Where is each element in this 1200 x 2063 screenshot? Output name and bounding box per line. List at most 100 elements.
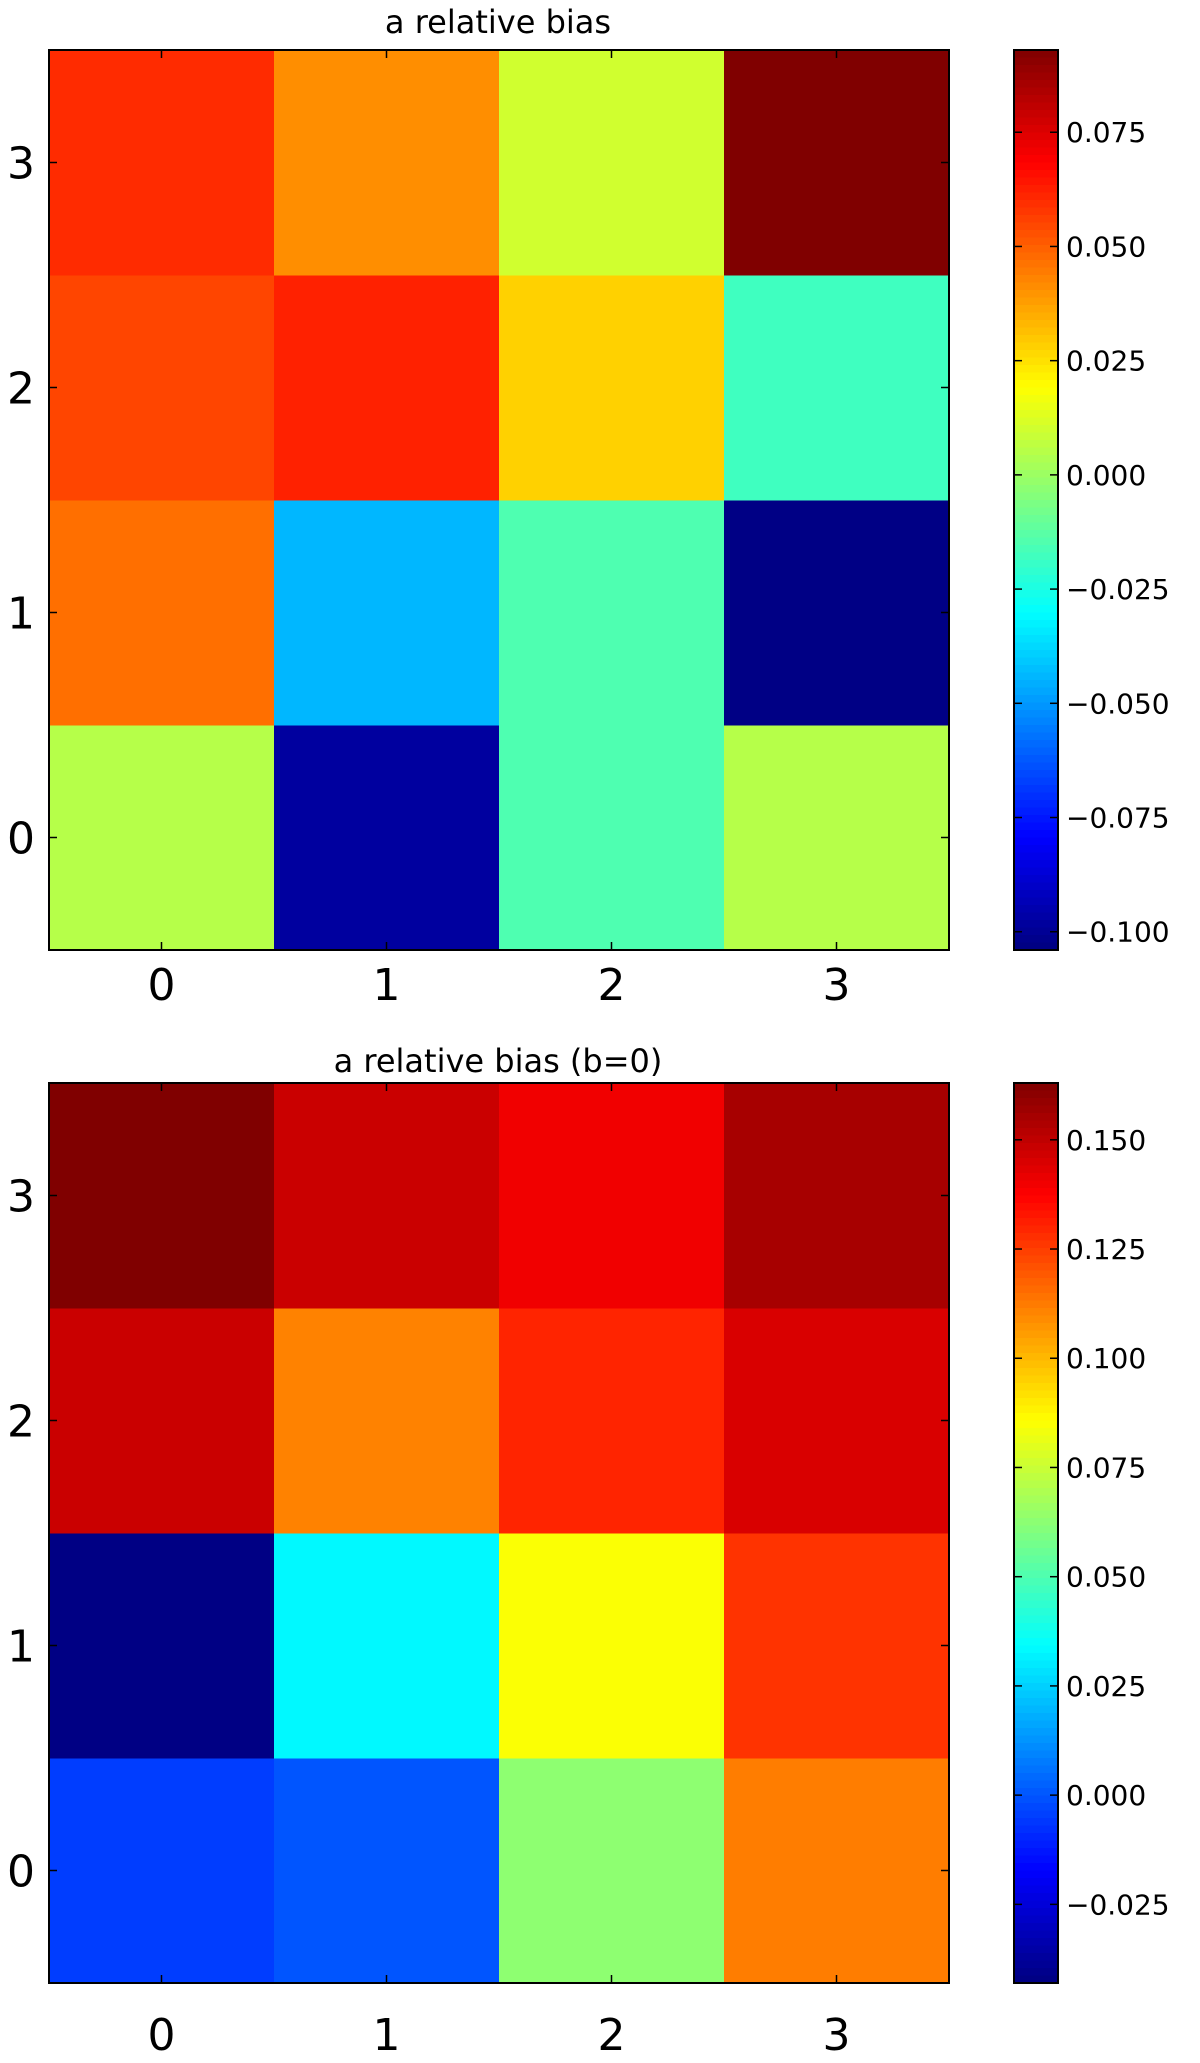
heatmap-cell [499,1308,725,1534]
colorbar-strip [1014,327,1058,336]
colorbar-strip [1014,1593,1058,1602]
heatmap-cells [49,50,950,951]
colorbar-strip [1014,1960,1058,1969]
colorbar-strip [1014,110,1058,119]
colorbar-strip [1014,1548,1058,1557]
colorbar-strip [1014,1173,1058,1182]
colorbar-strip [1014,1780,1058,1789]
colorbar-strip [1014,290,1058,299]
colorbar-strip [1014,1495,1058,1504]
heatmap-cell [499,500,725,726]
colorbar-strip [1014,1698,1058,1707]
colorbar-strip [1014,1683,1058,1692]
colorbar-strip [1014,672,1058,681]
colorbar-strip [1014,1090,1058,1099]
y-tick-label: 1 [7,1622,35,1673]
colorbar-strip [1014,867,1058,876]
colorbar-strip [1014,1885,1058,1894]
heatmap-cells [49,1083,950,1984]
colorbar-strip [1014,777,1058,786]
colorbar-strip [1014,1645,1058,1654]
colorbar-strip [1014,185,1058,194]
x-tick-label: 1 [373,960,401,1011]
colorbar-strip [1014,1338,1058,1347]
colorbar-strip [1014,162,1058,171]
colorbar-strip [1014,1435,1058,1444]
colorbar-strip [1014,1810,1058,1819]
colorbar-strip [1014,785,1058,794]
colorbar-strip [1014,1143,1058,1152]
colorbar-strip [1014,635,1058,644]
colorbar-strip [1014,432,1058,441]
colorbar-strip [1014,1863,1058,1872]
colorbar-strip [1014,1165,1058,1174]
colorbar-strip [1014,1773,1058,1782]
plot-axes: 0 1 2 3 0 1 2 3 [7,49,950,1011]
colorbar-strip [1014,297,1058,306]
colorbar-strip [1014,1128,1058,1137]
colorbar-strip [1014,485,1058,494]
colorbar-strip [1014,1488,1058,1497]
colorbar-strip [1014,1525,1058,1534]
colorbar-strip [1014,1293,1058,1302]
colorbar-strip [1014,365,1058,374]
y-tick-label: 3 [7,1172,35,1223]
colorbar-strip [1014,237,1058,246]
colorbar-strip [1014,1653,1058,1662]
colorbar-strip [1014,830,1058,839]
y-tick-label: 1 [7,589,35,640]
heatmap-cell [274,1308,500,1534]
colorbar-strip [1014,1263,1058,1272]
colorbar-strip [1014,1900,1058,1909]
colorbar-tick-label: 0.075 [1066,116,1146,149]
colorbar-strip [1014,222,1058,231]
colorbar-strip [1014,1743,1058,1752]
colorbar-strip [1014,80,1058,89]
colorbar-strip [1014,1195,1058,1204]
colorbar-strip [1014,417,1058,426]
colorbar-strip [1014,920,1058,929]
plot-axes: 0 1 2 3 0 1 2 3 [7,1082,950,2061]
colorbar-strip [1014,1578,1058,1587]
colorbar-strip [1014,912,1058,921]
colorbar-strip [1014,402,1058,411]
colorbar-strip [1014,1585,1058,1594]
colorbar-strip [1014,537,1058,546]
heatmap-cell [274,50,500,276]
colorbar-strip [1014,1758,1058,1767]
colorbar-strip [1014,1473,1058,1482]
colorbar-strip [1014,792,1058,801]
colorbar-strip [1014,725,1058,734]
colorbar-strip [1014,1675,1058,1684]
colorbar-strip [1014,1360,1058,1369]
colorbar-strip [1014,215,1058,224]
colorbar-strip [1014,927,1058,936]
colorbar-strip [1014,582,1058,591]
heatmap-cell [49,1083,275,1309]
heatmap-cell [274,500,500,726]
colorbar: 0.075 0.050 0.025 0.000 −0.025 −0.050 −0.075 −0… [1013,49,1170,951]
colorbar-strip [1014,1668,1058,1677]
colorbar-strip [1014,380,1058,389]
colorbar-strip [1014,1503,1058,1512]
colorbar-strip [1014,1848,1058,1857]
colorbar-strip [1014,65,1058,74]
colorbar-strip [1014,1458,1058,1467]
heatmap-cell [499,725,725,951]
colorbar-tick-label: 0.050 [1066,230,1146,263]
colorbar-strip [1014,1518,1058,1527]
colorbar-tick-label: 0.125 [1066,1233,1146,1266]
colorbar-strip [1014,350,1058,359]
colorbar-strip [1014,1188,1058,1197]
colorbar-strip [1014,665,1058,674]
colorbar-strip [1014,1098,1058,1107]
colorbar-strip [1014,125,1058,134]
x-tick-label: 2 [598,960,626,1011]
colorbar-strip [1014,1923,1058,1932]
heatmap-cell [49,725,275,951]
heatmap-cell [724,1533,950,1759]
colorbar-strip [1014,1450,1058,1459]
colorbar-strip [1014,605,1058,614]
heatmap-cell [724,1308,950,1534]
heatmap-cell [274,1533,500,1759]
